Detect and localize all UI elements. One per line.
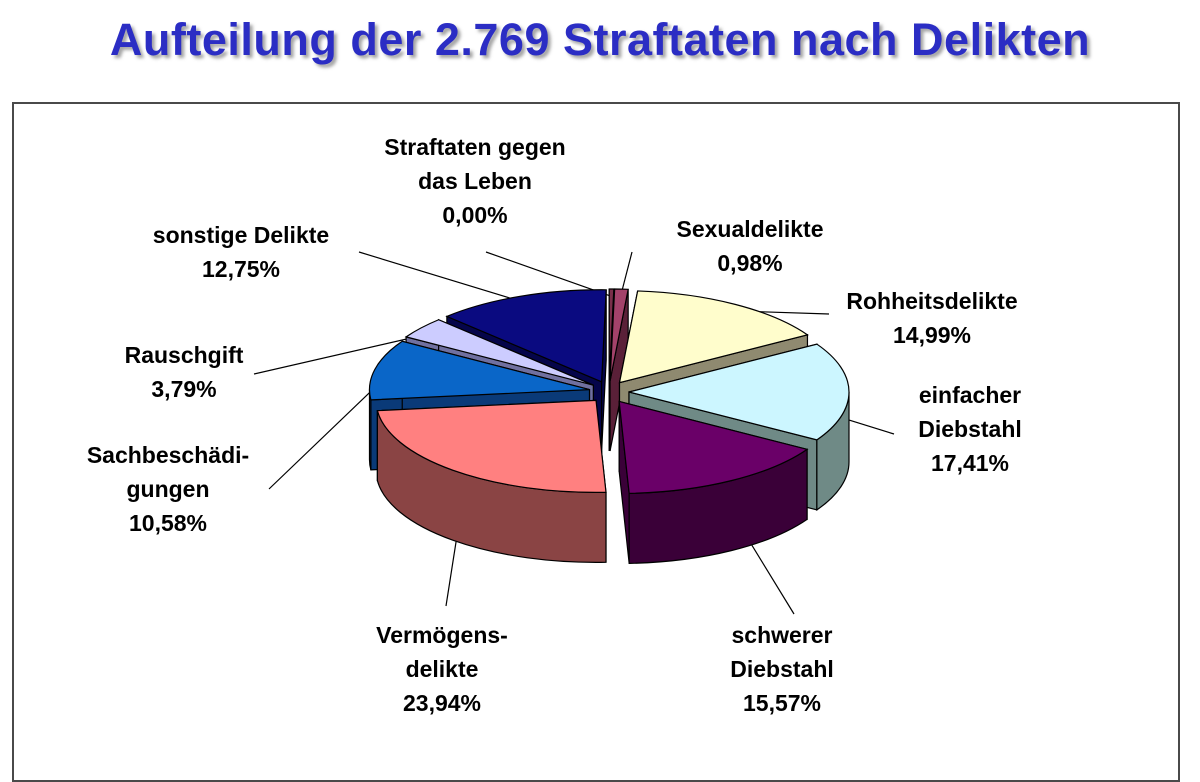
slice-rausch [404, 319, 594, 386]
chart-title: Aufteilung der 2.769 Straftaten nach Del… [109, 14, 1091, 65]
slice-side-sach [368, 389, 372, 471]
leader-line-sonstige [358, 251, 527, 304]
label-sexual: Sexualdelikte 0,98% [676, 216, 824, 276]
pie-slices [368, 288, 850, 564]
label-rohheit: Rohheitsdelikte 14,99% [846, 288, 1018, 348]
label-vermoegen: Vermögens- delikte 23,94% [376, 622, 508, 716]
label-einfach: einfacher Diebstahl 17,41% [918, 382, 1022, 476]
leader-line-rausch [253, 331, 436, 375]
pie-chart [253, 251, 895, 615]
chart-frame [12, 102, 1180, 782]
label-schwer: schwerer Diebstahl 15,57% [730, 622, 834, 716]
label-sonstige: sonstige Delikte 12,75% [152, 222, 330, 282]
slice-sexual [609, 288, 629, 382]
label-sach: Sachbeschädi- gungen 10,58% [86, 442, 250, 536]
label-leben: Straftaten gegen das Leben 0,00% [384, 134, 566, 228]
slice-einfach [628, 343, 850, 441]
slice-schwer [618, 400, 809, 494]
slice-sonstige [445, 289, 607, 383]
slice-sach [368, 340, 590, 401]
slice-vermoegen [376, 399, 607, 493]
slice-leben [608, 288, 615, 382]
slice-rohheit [618, 290, 809, 384]
label-rausch: Rauschgift 3,79% [124, 342, 244, 402]
leader-line-leben [485, 251, 612, 297]
